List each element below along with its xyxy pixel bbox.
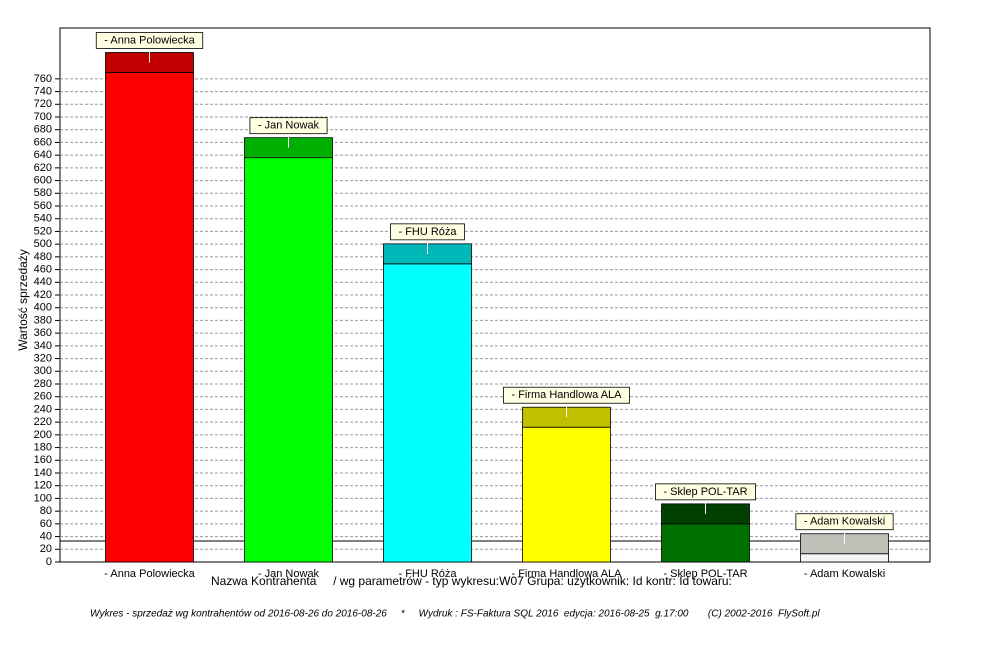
y-tick-label: 280 — [34, 378, 52, 390]
bar — [522, 426, 611, 563]
y-tick-label: 200 — [34, 429, 52, 441]
y-tick-label: 680 — [34, 124, 52, 136]
y-tick-label: 700 — [34, 111, 52, 123]
bar — [661, 523, 750, 563]
y-tick-label: 560 — [34, 200, 52, 212]
footer: Wykres - sprzedaż wg kontrahentów od 201… — [90, 609, 820, 620]
y-tick-label: 640 — [34, 149, 52, 161]
bar — [800, 553, 889, 563]
x-tick-label: - Firma Handlowa ALA — [511, 568, 622, 580]
y-tick-label: 140 — [34, 467, 52, 479]
y-tick-label: 500 — [34, 238, 52, 250]
y-tick-label: 300 — [34, 365, 52, 377]
y-tick-label: 380 — [34, 314, 52, 326]
y-tick-label: 460 — [34, 263, 52, 275]
y-tick-label: 760 — [34, 73, 52, 85]
x-tick-label: - Anna Polowiecka — [104, 568, 195, 580]
callout-box — [655, 483, 756, 501]
y-tick-label: 0 — [46, 556, 52, 568]
callout-box — [503, 386, 630, 404]
y-tick-label: 740 — [34, 85, 52, 97]
callout-label: - Adam Kowalski — [804, 516, 885, 528]
y-tick-label: 160 — [34, 454, 52, 466]
callout-label: - Anna Polowiecka — [104, 34, 195, 46]
y-tick-label: 80 — [40, 505, 52, 517]
callout-box — [249, 117, 328, 135]
y-tick-label: 100 — [34, 492, 52, 504]
y-tick-label: 20 — [40, 543, 52, 555]
x-axis-label: Nazwa Kontrahenta / wg parametrów - typ … — [211, 574, 732, 588]
y-tick-label: 220 — [34, 416, 52, 428]
x-tick-label: - Jan Nowak — [258, 568, 320, 580]
y-tick-label: 320 — [34, 352, 52, 364]
bar — [244, 157, 333, 563]
y-tick-label: 720 — [34, 98, 52, 110]
y-tick-label: 120 — [34, 480, 52, 492]
callout-label: - FHU Róża — [398, 226, 457, 238]
y-tick-label: 60 — [40, 518, 52, 530]
callout-label: - Sklep POL-TAR — [663, 486, 747, 498]
y-tick-label: 580 — [34, 187, 52, 199]
y-tick-label: 180 — [34, 441, 52, 453]
y-tick-label: 620 — [34, 162, 52, 174]
y-tick-label: 360 — [34, 327, 52, 339]
callout-box — [390, 223, 465, 241]
callout-label: - Jan Nowak — [258, 120, 320, 132]
y-tick-label: 600 — [34, 174, 52, 186]
y-tick-label: 520 — [34, 225, 52, 237]
y-axis-label: Wartość sprzedaży — [16, 249, 30, 351]
x-tick-label: - Sklep POL-TAR — [663, 568, 747, 580]
y-tick-label: 540 — [34, 213, 52, 225]
y-tick-label: 340 — [34, 340, 52, 352]
y-tick-label: 240 — [34, 403, 52, 415]
y-tick-label: 260 — [34, 391, 52, 403]
bar — [105, 72, 194, 563]
bar — [383, 263, 472, 563]
y-tick-label: 40 — [40, 530, 52, 542]
x-tick-label: - FHU Róża — [398, 568, 457, 580]
callout-label: - Firma Handlowa ALA — [511, 389, 622, 401]
y-tick-label: 420 — [34, 289, 52, 301]
x-tick-label: - Adam Kowalski — [804, 568, 885, 580]
y-tick-label: 440 — [34, 276, 52, 288]
callout-box — [795, 513, 894, 531]
y-tick-label: 480 — [34, 251, 52, 263]
y-tick-label: 400 — [34, 302, 52, 314]
callout-box — [95, 32, 204, 49]
y-tick-label: 660 — [34, 136, 52, 148]
